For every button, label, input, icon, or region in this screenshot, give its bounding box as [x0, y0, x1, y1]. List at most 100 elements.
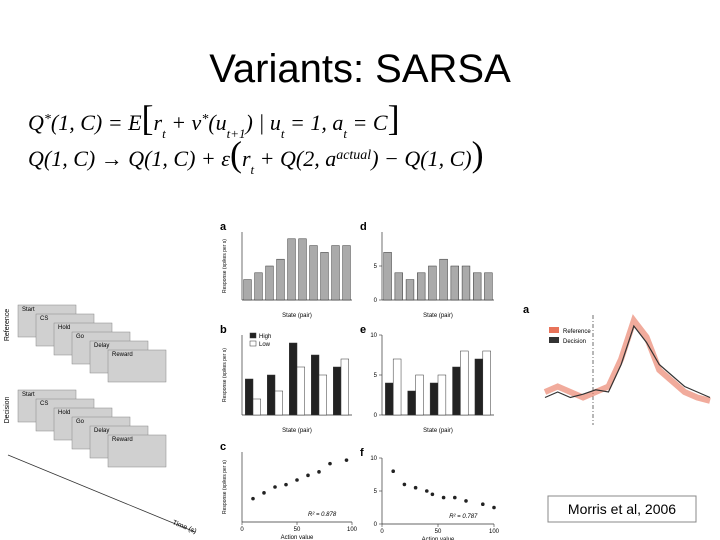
annotation: R² = 0.787 — [449, 514, 478, 520]
bar — [484, 272, 493, 301]
point — [391, 469, 396, 474]
bar — [243, 279, 252, 301]
bar — [482, 350, 491, 416]
y-tick-label: 5 — [374, 489, 378, 495]
bar — [320, 252, 329, 301]
x-tick-label: 0 — [380, 529, 384, 535]
x-label: Action value — [422, 537, 455, 540]
eq-part: t — [281, 126, 285, 141]
trace — [544, 324, 711, 399]
eq-part: t+1 — [227, 126, 246, 141]
bar — [429, 382, 439, 416]
bar — [276, 258, 285, 301]
eq-part: r — [154, 110, 163, 135]
slide-title: Variants: SARSA — [209, 47, 511, 91]
bar — [265, 265, 274, 301]
eq-part: + v — [166, 110, 202, 135]
eq-part: * — [44, 112, 51, 127]
bar — [383, 252, 392, 301]
y-tick-label: 0 — [374, 522, 378, 528]
legend-swatch — [549, 327, 559, 333]
citation: Morris et al, 2006 — [568, 501, 676, 517]
x-label: State (pair) — [423, 313, 453, 319]
point — [481, 502, 485, 507]
row-label: Reference — [4, 309, 11, 341]
panel-letter: a — [523, 304, 530, 316]
legend-label: Reference — [563, 329, 591, 335]
x-tick-label: 50 — [435, 529, 442, 535]
task-step — [107, 434, 167, 468]
eq-part: ] — [388, 98, 400, 138]
bar — [318, 374, 327, 416]
bar — [333, 366, 342, 416]
bar — [274, 390, 283, 416]
row-label: Decision — [4, 396, 11, 423]
point — [441, 495, 446, 500]
point — [492, 505, 496, 510]
eq-part: t — [162, 126, 166, 141]
point — [306, 473, 310, 478]
bar — [405, 279, 415, 301]
bar — [452, 366, 461, 416]
bar — [415, 374, 424, 416]
eq-part: (1, C) = E — [51, 110, 142, 135]
time-label: Time (s) — [171, 519, 197, 535]
x-tick-label: 50 — [294, 527, 301, 533]
step-label: CS — [40, 316, 48, 322]
y-label: Response (spikes per s) — [222, 460, 228, 514]
legend-swatch — [249, 332, 257, 339]
bar — [309, 245, 318, 301]
time-axis — [7, 454, 196, 533]
x-label: State (pair) — [423, 428, 453, 434]
bar — [461, 265, 471, 301]
eq-part: ) | u — [244, 110, 281, 135]
y-label: Response (spikes per s) — [222, 348, 228, 402]
equation: Q(1, C) → Q(1, C) + ε(rt + Q(2, aactual)… — [28, 134, 484, 177]
equation: Q*(1, C) = E[rt + v*(ut+1) | ut = 1, at … — [28, 98, 400, 141]
x-tick-label: 100 — [489, 529, 500, 535]
eq-part: ) − Q(1, C) — [369, 146, 471, 171]
legend-label: High — [259, 334, 271, 340]
x-label: Action value — [281, 535, 314, 540]
panel-letter: f — [360, 447, 364, 459]
x-label: State (pair) — [282, 428, 312, 434]
legend-swatch — [549, 337, 559, 343]
bar — [340, 358, 349, 416]
y-tick-label: 10 — [370, 333, 377, 339]
eq-part: = C — [347, 110, 388, 135]
eq-part: r — [242, 146, 251, 171]
trace — [543, 314, 711, 404]
eq-part: Q(1, C) → Q(1, C) + ε — [28, 146, 230, 171]
bar — [460, 350, 469, 416]
point — [273, 485, 277, 489]
point — [284, 482, 288, 487]
eq-part: * — [201, 112, 208, 127]
annotation: R² = 0.878 — [308, 512, 337, 518]
eq-part: t — [251, 162, 255, 177]
y-tick-label: 5 — [374, 373, 378, 379]
bar — [439, 258, 448, 301]
bar — [298, 238, 307, 301]
point — [464, 499, 468, 503]
bar — [342, 245, 351, 301]
point — [425, 489, 429, 493]
bar — [450, 265, 459, 301]
x-tick-label: 0 — [240, 527, 244, 533]
legend-label: Decision — [563, 339, 586, 345]
step-label: Go — [76, 334, 85, 340]
eq-part: [ — [142, 98, 154, 138]
panel-letter: b — [220, 324, 227, 336]
bar — [474, 358, 484, 416]
bar — [394, 272, 403, 301]
eq-part: + Q(2, a — [254, 146, 336, 171]
point — [262, 491, 266, 495]
x-tick-label: 100 — [347, 527, 358, 533]
bar — [289, 342, 298, 416]
bar — [267, 374, 276, 416]
step-label: Go — [76, 419, 85, 425]
legend-swatch — [249, 340, 257, 347]
eq-part: actual — [336, 148, 371, 163]
task-step — [107, 349, 167, 383]
bar — [407, 390, 416, 416]
y-label: Response (spikes per s) — [222, 239, 228, 293]
